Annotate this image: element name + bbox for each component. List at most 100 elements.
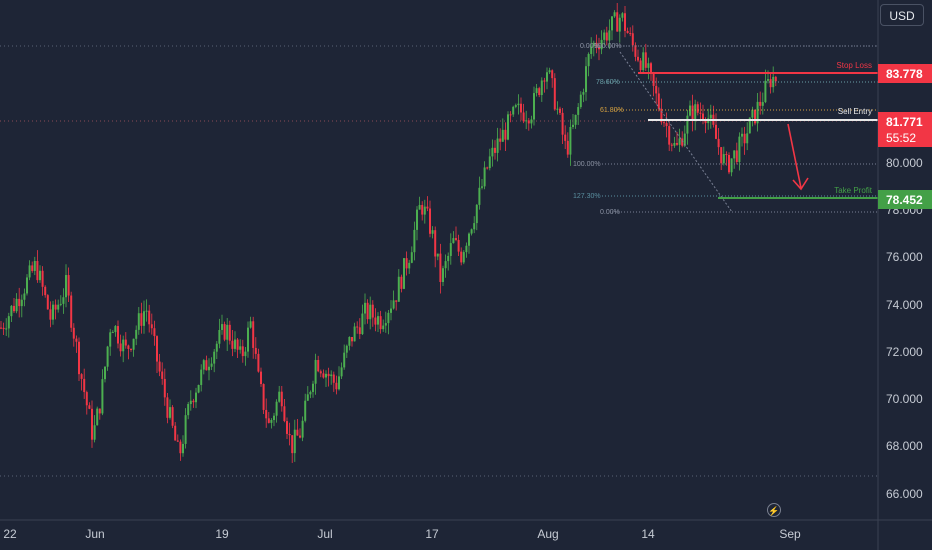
candle-body <box>634 45 637 57</box>
candle-body <box>668 126 671 145</box>
candle-body <box>509 114 512 116</box>
candle-body <box>413 229 416 253</box>
fib-label-6: 0.00% <box>600 209 620 216</box>
candle-body <box>631 33 634 46</box>
candle-body <box>124 339 127 346</box>
candle-body <box>629 33 632 35</box>
stop-loss-tag: 83.778 <box>878 64 932 83</box>
candle-body <box>691 105 694 122</box>
y-tick: 70.000 <box>886 392 923 406</box>
candle-body <box>546 72 548 82</box>
fib-label-2: 78.60% <box>596 79 620 86</box>
candle-body <box>421 204 424 215</box>
candle-body <box>530 119 533 124</box>
candle-body <box>494 147 496 153</box>
candle-body <box>343 352 346 368</box>
candle-body <box>434 230 437 257</box>
candle-body <box>733 150 736 159</box>
candle-body <box>514 105 517 107</box>
last-price-value: 81.771 <box>886 115 923 129</box>
candle-body <box>603 32 606 40</box>
candle-body <box>533 93 535 120</box>
candle-body <box>301 420 304 438</box>
stop-loss-value: 83.778 <box>886 67 923 81</box>
candle-body <box>652 72 655 86</box>
candle-body <box>429 208 431 234</box>
candle-body <box>694 104 697 122</box>
candle-body <box>101 379 104 414</box>
candle-body <box>538 88 541 96</box>
currency-selector-button[interactable]: USD <box>880 4 924 26</box>
candle-body <box>296 429 299 436</box>
candle-body <box>520 103 522 113</box>
candle-body <box>561 112 564 135</box>
candle-body <box>319 371 322 374</box>
candle-body <box>382 325 385 330</box>
candle-body <box>200 369 203 385</box>
candle-body <box>431 230 434 234</box>
candle-body <box>618 17 621 32</box>
candle-body <box>637 56 639 61</box>
candle-body <box>384 323 387 326</box>
candle-body <box>605 32 608 41</box>
candle-body <box>91 408 93 440</box>
candle-body <box>426 206 429 209</box>
candle-body <box>748 117 751 134</box>
candle-body <box>44 286 47 296</box>
candle-body <box>569 127 572 155</box>
candle-body <box>767 79 769 81</box>
candle-body <box>23 293 26 300</box>
candle-body <box>262 384 265 410</box>
candle-body <box>709 114 712 119</box>
y-tick: 72.000 <box>886 345 923 359</box>
candle-body <box>444 261 447 269</box>
candle-body <box>587 53 590 67</box>
candle-body <box>226 324 229 340</box>
candle-body <box>49 309 52 320</box>
candle-body <box>145 310 148 312</box>
candle-body <box>613 12 616 17</box>
candle-body <box>72 327 75 339</box>
fib-overlay: 0.00% 100.00% 78.60% 61.80% 100.00% 127.… <box>573 43 878 216</box>
candle-body <box>759 101 762 106</box>
candle-body <box>644 52 647 68</box>
candle-body <box>163 378 166 398</box>
candle-body <box>132 338 135 350</box>
candle-body <box>283 406 286 422</box>
candle-body <box>405 258 408 269</box>
candle-body <box>239 346 242 350</box>
candle-body <box>288 433 291 436</box>
candle-body <box>371 304 374 318</box>
candle-body <box>119 343 122 352</box>
candle-body <box>504 129 507 140</box>
candles-layer <box>0 2 777 463</box>
candle-body <box>517 103 520 106</box>
candle-body <box>57 304 60 310</box>
candle-body <box>525 120 528 122</box>
candle-body <box>439 253 442 283</box>
candle-body <box>317 359 320 372</box>
candle-body <box>80 374 83 379</box>
candle-body <box>148 310 151 325</box>
candle-body <box>348 336 351 346</box>
candle-body <box>621 13 624 18</box>
candle-body <box>390 308 392 313</box>
candle-body <box>449 243 452 256</box>
candle-body <box>304 400 307 421</box>
candle-body <box>150 324 153 329</box>
fib-label-1: 100.00% <box>594 43 622 50</box>
candle-body <box>231 340 234 349</box>
take-profit-value: 78.452 <box>886 193 923 207</box>
candle-body <box>228 324 231 341</box>
candle-body <box>507 114 509 140</box>
candle-body <box>13 305 15 312</box>
candle-body <box>46 295 49 310</box>
candle-body <box>717 138 720 148</box>
x-tick: 14 <box>641 527 655 541</box>
candle-body <box>252 321 255 348</box>
candle-body <box>158 361 161 372</box>
candle-body <box>176 440 179 442</box>
candle-body <box>41 270 44 287</box>
lightning-icon[interactable]: ⚡ <box>767 503 781 517</box>
